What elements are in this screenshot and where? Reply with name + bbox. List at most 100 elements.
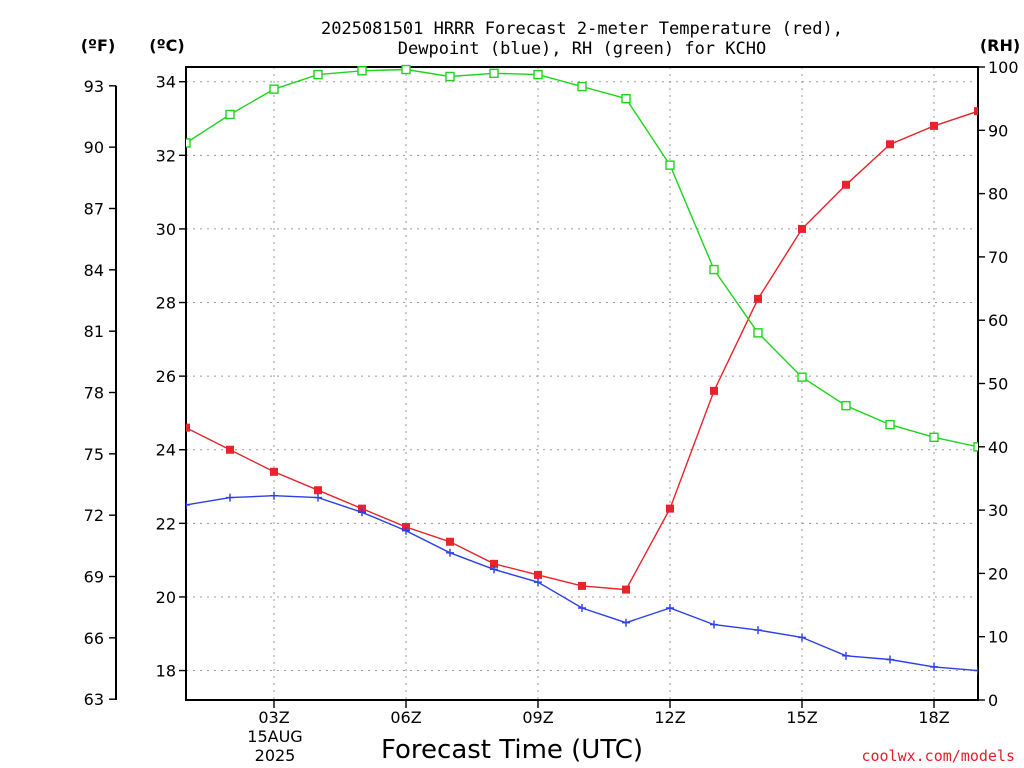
dewpoint-series-point	[622, 618, 630, 627]
fahrenheit-tick-label: 66	[84, 629, 104, 648]
rh-tick-label: 60	[988, 311, 1008, 330]
temperature-series-point	[930, 121, 938, 130]
x-tick-label: 06Z	[390, 708, 421, 727]
celsius-unit-label: (ºC)	[149, 36, 184, 55]
rh-series-point	[621, 93, 631, 104]
celsius-tick-label: 18	[156, 662, 176, 681]
x-tick-label: 03Z	[258, 708, 289, 727]
celsius-tick-label: 24	[156, 441, 176, 460]
fahrenheit-tick-label: 87	[84, 199, 104, 218]
dewpoint-series-point	[226, 493, 234, 502]
x-axis-title: Forecast Time (UTC)	[381, 735, 643, 765]
temperature-series-point	[754, 294, 762, 303]
temperature-series-point	[270, 467, 278, 476]
celsius-tick-label: 30	[156, 220, 176, 239]
temperature-series-point	[974, 107, 978, 116]
rh-series-point	[577, 81, 587, 92]
dewpoint-series-point	[270, 491, 278, 500]
dewpoint-series-point	[710, 620, 718, 629]
rh-series-point	[533, 69, 543, 80]
dewpoint-series-point	[666, 603, 674, 612]
dewpoint-series-point	[930, 662, 938, 671]
dewpoint-series-point	[798, 633, 806, 642]
celsius-tick-label: 28	[156, 294, 176, 313]
rh-unit-label: (RH)	[980, 36, 1020, 55]
grid-layer	[186, 67, 978, 700]
rh-tick-label: 0	[988, 691, 998, 710]
temperature-series-point	[886, 140, 894, 149]
rh-series-point	[357, 66, 367, 76]
fahrenheit-tick-label: 63	[84, 690, 104, 709]
chart-title-line-2: Dewpoint (blue), RH (green) for KCHO	[398, 39, 766, 59]
dewpoint-series-point	[578, 603, 586, 612]
rh-tick-label: 70	[988, 248, 1008, 267]
rh-series-point	[313, 69, 323, 80]
rh-series-point	[269, 84, 279, 94]
rh-tick-label: 40	[988, 438, 1008, 457]
fahrenheit-tick-label: 72	[84, 506, 104, 525]
rh-tick-label: 50	[988, 375, 1008, 394]
dewpoint-series-point	[974, 666, 978, 675]
fahrenheit-unit-label: (ºF)	[81, 36, 116, 55]
celsius-tick-label: 32	[156, 146, 176, 165]
credit-link[interactable]: coolwx.com/models	[861, 747, 1015, 765]
temperature-series-point	[622, 585, 630, 594]
temperature-series-point	[490, 559, 498, 568]
celsius-tick-label: 20	[156, 588, 176, 607]
rh-series-point	[186, 138, 191, 148]
rh-series-point	[401, 64, 411, 75]
dewpoint-series-point	[534, 578, 542, 587]
dewpoint-series-point	[886, 655, 894, 664]
rh-series-point	[929, 432, 939, 443]
fahrenheit-tick-label: 78	[84, 383, 104, 402]
fahrenheit-tick-label: 81	[84, 322, 104, 341]
rh-series-point	[753, 328, 763, 338]
rh-tick-label: 10	[988, 628, 1008, 647]
dewpoint-series-point	[446, 548, 454, 557]
dewpoint-series-point	[490, 565, 498, 574]
temperature-series-point	[578, 581, 586, 590]
temperature-series-point	[446, 537, 454, 546]
x-tick-label: 12Z	[654, 708, 685, 727]
dewpoint-series-point	[402, 526, 410, 535]
rh-series-line	[186, 68, 978, 448]
temperature-series-point	[710, 386, 718, 395]
dewpoint-series-point	[842, 651, 850, 660]
rh-series-point	[973, 442, 978, 452]
series-layer	[186, 64, 978, 675]
fahrenheit-tick-label: 69	[84, 568, 104, 587]
rh-series-point	[885, 419, 895, 430]
temperature-series-point	[842, 180, 850, 189]
fahrenheit-tick-label: 84	[84, 261, 104, 280]
rh-series-point	[225, 109, 235, 120]
rh-tick-label: 20	[988, 564, 1008, 583]
dewpoint-series-point	[314, 493, 322, 502]
temperature-series-point	[226, 445, 234, 454]
fahrenheit-tick-label: 90	[84, 138, 104, 157]
temperature-series-point	[186, 423, 190, 432]
x-tick-label: 18Z	[918, 708, 949, 727]
axis-layer: 63 66 69 72 75 78 81 84 87 90 93 18 20 22 24 26 28 30 32 34…	[84, 58, 1019, 727]
date-label-year: 2025	[255, 746, 296, 765]
temperature-series-line	[186, 110, 978, 591]
temperature-series-point	[666, 504, 674, 513]
date-label-day: 15AUG	[247, 727, 302, 746]
rh-tick-label: 100	[988, 58, 1019, 77]
rh-tick-label: 90	[988, 121, 1008, 140]
rh-tick-label: 80	[988, 185, 1008, 204]
fahrenheit-tick-label: 93	[84, 77, 104, 96]
rh-series-point	[489, 68, 499, 79]
dewpoint-series-point	[358, 508, 366, 517]
rh-series-point	[841, 400, 851, 411]
temperature-series-point	[314, 486, 322, 495]
series-group	[186, 64, 978, 675]
dewpoint-series-point	[186, 500, 190, 509]
rh-series-point	[445, 71, 455, 82]
chart-title-line-1: 2025081501 HRRR Forecast 2-meter Tempera…	[321, 19, 843, 39]
x-tick-label: 15Z	[786, 708, 817, 727]
rh-series-point	[797, 372, 807, 382]
temperature-series-point	[534, 570, 542, 579]
fahrenheit-tick-label: 75	[84, 445, 104, 464]
rh-series-point	[665, 160, 675, 170]
